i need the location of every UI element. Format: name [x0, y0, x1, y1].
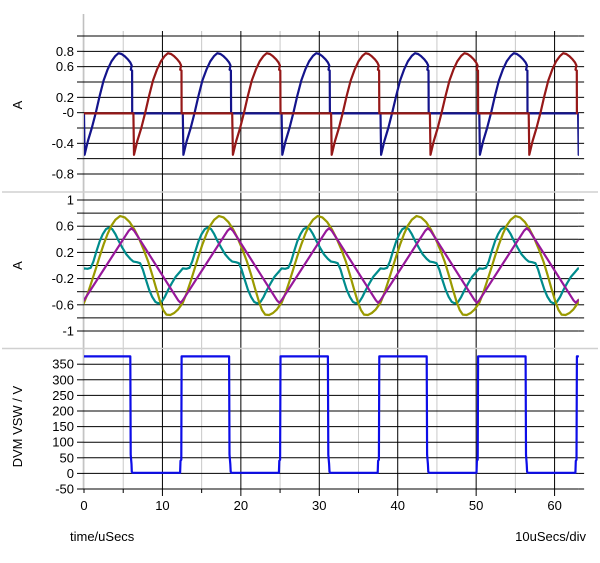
x-div-label: 10uSecs/div — [515, 529, 586, 544]
x-tick-label: 0 — [80, 498, 87, 513]
trace-secondary-current[interactable] — [69, 226, 600, 305]
y-tick-label: -0.6 — [52, 297, 74, 312]
y-tick-label: 0.8 — [56, 44, 74, 59]
x-tick-label: 40 — [390, 498, 404, 513]
y-tick-label: -0.4 — [52, 136, 74, 151]
y-tick-label: 0.6 — [56, 59, 74, 74]
trace-magnetizing-current[interactable] — [79, 227, 579, 304]
y-tick-label: 250 — [52, 388, 74, 403]
y-tick-label: 150 — [52, 419, 74, 434]
x-axis-title: time/uSecs — [70, 529, 135, 544]
trace-vsw-square-wave[interactable] — [81, 355, 579, 474]
y-tick-label: 50 — [60, 450, 74, 465]
trace-rectifier-current-1[interactable] — [83, 52, 597, 156]
y-tick-label: 0.2 — [56, 245, 74, 260]
y-tick-label: 200 — [52, 404, 74, 419]
y-axis-title: A — [10, 100, 25, 109]
y-tick-label: 0.2 — [56, 90, 74, 105]
y-tick-label: -50 — [55, 482, 74, 497]
trace-rectifier-current-2[interactable] — [69, 52, 579, 156]
x-tick-label: 50 — [469, 498, 483, 513]
y-tick-label: -0 — [62, 105, 74, 120]
x-tick-label: 60 — [547, 498, 561, 513]
y-tick-label: 350 — [52, 357, 74, 372]
y-tick-label: 1 — [67, 193, 74, 208]
y-axis-title: A — [10, 261, 25, 270]
y-tick-label: 0.6 — [56, 219, 74, 234]
y-tick-label: 300 — [52, 372, 74, 387]
x-tick-label: 30 — [312, 498, 326, 513]
y-tick-label: 0 — [67, 466, 74, 481]
y-tick-label: 100 — [52, 435, 74, 450]
y-tick-label: -0.2 — [52, 271, 74, 286]
y-tick-label: -1 — [62, 324, 74, 339]
x-tick-label: 10 — [155, 498, 169, 513]
y-axis-title: DVM VSW / V — [10, 385, 25, 467]
y-tick-label: -0.8 — [52, 167, 74, 182]
x-tick-label: 20 — [234, 498, 248, 513]
